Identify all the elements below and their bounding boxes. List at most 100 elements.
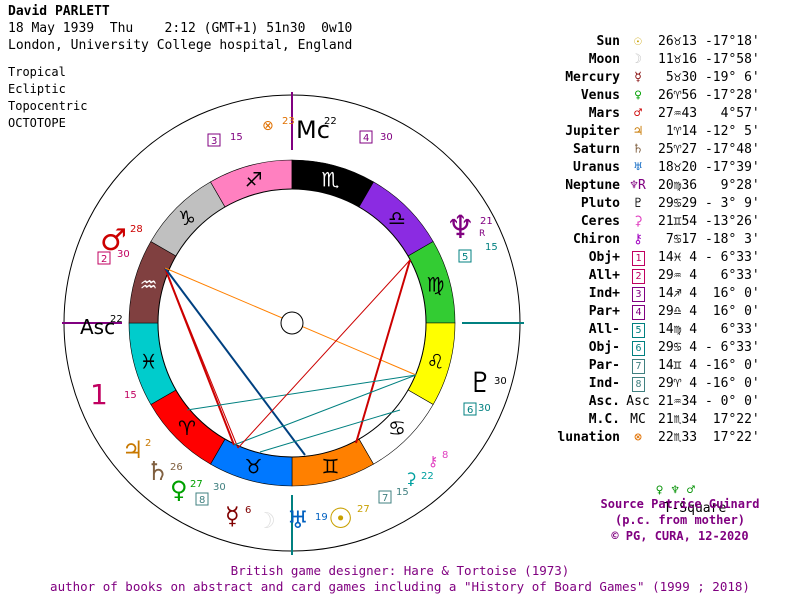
planet-name: Pluto xyxy=(580,196,620,211)
planet-glyph: ♄ xyxy=(634,142,642,157)
sign-glyph: ♐ xyxy=(245,168,263,192)
planet-position: 26♉13 -17°18' xyxy=(658,34,760,49)
planet-glyph: ♅ xyxy=(634,160,642,175)
planet-name: Neptune xyxy=(565,178,620,193)
planet-row: All+ 2 29♒ 4 6°33' xyxy=(540,267,800,285)
planet-position: 29♋ 4 - 6°33' xyxy=(658,340,760,355)
uranus-glyph: ♅ xyxy=(287,506,309,534)
ceres-degree: 22 xyxy=(421,471,434,482)
box8-icon xyxy=(195,492,209,506)
planet-name: Moon xyxy=(588,52,620,67)
box6-icon xyxy=(463,402,477,416)
planet-row: Ind- 8 29♈ 4 -16° 0' xyxy=(540,375,800,393)
planet-row: Venus ♀ 26♈56 -17°28' xyxy=(540,87,800,105)
venus-degree: 27 xyxy=(190,479,203,490)
sun-degree: 27 xyxy=(357,504,370,515)
mercury-degree: 6 xyxy=(245,505,251,516)
planet-row: All- 5 14♍ 4 6°33' xyxy=(540,321,800,339)
planet-name: lunation xyxy=(557,430,620,445)
planet-glyph: ☿ xyxy=(634,70,642,85)
planet-name: All- xyxy=(588,322,620,337)
aspect-line-mars-sun xyxy=(164,267,306,456)
planet-name: Par- xyxy=(588,358,620,373)
asc-label: Asc xyxy=(80,315,115,339)
planet-position: 29♈ 4 -16° 0' xyxy=(658,376,760,391)
box3-label: 3 xyxy=(211,136,217,147)
planet-glyph: 5 xyxy=(632,323,645,338)
planet-position: 22♏33 17°22' xyxy=(658,430,760,445)
planet-row: Asc. Asc 21♒34 - 0° 0' xyxy=(540,393,800,411)
planet-name: Jupiter xyxy=(565,124,620,139)
planet-glyph: 2 xyxy=(632,269,645,284)
birth-datetime: 18 May 1939 Thu 2:12 (GMT+1) 51n30 0w10 xyxy=(8,21,353,36)
aspect-line-mars-saturn xyxy=(164,267,239,449)
footer-line2: author of books on abstract and card gam… xyxy=(50,579,750,594)
box5-label: 5 xyxy=(462,252,468,263)
planet-row: Neptune ♆R 20♍36 9°28' xyxy=(540,177,800,195)
chiron-glyph: ⚷ xyxy=(428,454,438,470)
box5-icon xyxy=(458,249,472,263)
box2-label: 2 xyxy=(101,254,107,265)
moon-glyph: ☽ xyxy=(256,509,276,534)
aspect-line-4 xyxy=(259,409,401,453)
center-circle xyxy=(280,311,304,335)
planet-row: Saturn ♄ 25♈27 -17°48' xyxy=(540,141,800,159)
planet-row: Mercury ☿ 5♉30 -19° 6' xyxy=(540,69,800,87)
planet-name: Asc. xyxy=(588,394,620,409)
source-line1: Source Patrice Guinard xyxy=(600,497,760,511)
sign-glyph: ♏ xyxy=(321,168,339,192)
planet-glyph: ♇ xyxy=(634,196,642,211)
planet-glyph: ⚳ xyxy=(633,214,643,229)
box3-icon xyxy=(207,133,221,147)
aspect-line-3 xyxy=(237,259,411,449)
tsquare-row: ♀ ♆ ♂ T-Square xyxy=(640,464,800,516)
box2-degree: 30 xyxy=(117,249,130,260)
obj-plus-glyph: 1 xyxy=(90,378,108,411)
planet-glyph: ♂ xyxy=(634,106,642,121)
tsquare-glyphs: ♀ ♆ ♂ xyxy=(655,483,695,498)
box4-icon xyxy=(359,130,373,144)
sign-glyph: ♊ xyxy=(321,454,339,478)
planet-position: 14♐ 4 16° 0' xyxy=(658,286,760,301)
uranus-degree: 19 xyxy=(315,512,328,523)
box7-icon xyxy=(378,490,392,504)
planet-position: 29♎ 4 16° 0' xyxy=(658,304,760,319)
planet-name: Ceres xyxy=(580,214,620,229)
astro-chart-wheel: ♎♍♌♋♊♉♈♓♒♑♐ ♏ Mc 22 Asc 22 ⊗ 23 3 15 4 30… xyxy=(62,92,524,555)
planet-position: 29♒ 4 6°33' xyxy=(658,268,760,283)
mars-degree: 28 xyxy=(130,224,143,235)
planet-glyph: 8 xyxy=(632,377,645,392)
aspect-line-neptune-ceres xyxy=(355,259,411,444)
planet-position: 7♋17 -18° 3' xyxy=(658,232,760,247)
planet-position: 29♋29 - 3° 9' xyxy=(658,196,760,211)
planet-position: 5♉30 -19° 6' xyxy=(658,70,760,85)
planet-row: Chiron ⚷ 7♋17 -18° 3' xyxy=(540,231,800,249)
planet-row: Ind+ 3 14♐ 4 16° 0' xyxy=(540,285,800,303)
sign-glyph: ♌ xyxy=(426,349,444,373)
planet-glyph: 3 xyxy=(632,287,645,302)
planet-name: Ind+ xyxy=(588,286,620,301)
aspect-line-1 xyxy=(186,374,417,411)
planet-position: 25♈27 -17°48' xyxy=(658,142,760,157)
lunation-degree: 23 xyxy=(282,116,295,127)
planet-name: Obj- xyxy=(588,340,620,355)
planet-glyph: ⚷ xyxy=(633,232,643,247)
sign-glyph: ♉ xyxy=(245,454,263,478)
planet-glyph: 1 xyxy=(632,251,645,266)
planet-row: Pluto ♇ 29♋29 - 3° 9' xyxy=(540,195,800,213)
chiron-degree: 8 xyxy=(442,450,448,461)
jupiter-glyph: ♃ xyxy=(122,436,144,464)
saturn-glyph: ♄ xyxy=(146,457,169,487)
sign-glyph: ♍ xyxy=(426,273,444,297)
planet-name: Mars xyxy=(588,106,620,121)
planet-name: Ind- xyxy=(588,376,620,391)
planet-row: Jupiter ♃ 1♈14 -12° 5' xyxy=(540,123,800,141)
planet-name: Uranus xyxy=(573,160,620,175)
planet-position: 18♉20 -17°39' xyxy=(658,160,760,175)
box4-label: 4 xyxy=(363,133,369,144)
planet-glyph: ☉ xyxy=(634,34,642,49)
sign-glyph: ♑ xyxy=(178,206,196,230)
jupiter-degree: 2 xyxy=(145,438,151,449)
planet-name: Par+ xyxy=(588,304,620,319)
source-line3: © PG, CURA, 12-2020 xyxy=(611,529,749,543)
